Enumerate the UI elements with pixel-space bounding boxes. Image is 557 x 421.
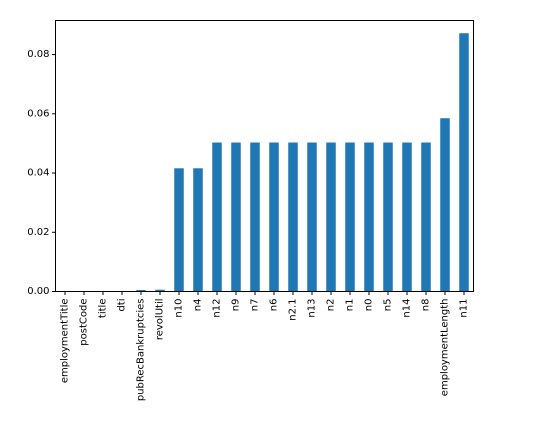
y-tick-label: 0.06 <box>27 108 49 119</box>
x-tick-label: dti <box>117 299 128 312</box>
x-tick-label: n0 <box>364 299 375 312</box>
x-tick-label: n7 <box>250 299 261 312</box>
bar-n0 <box>364 142 374 292</box>
bar-n8 <box>421 142 431 292</box>
x-tick-label: n10 <box>174 299 185 318</box>
bar-n2.1 <box>288 142 298 292</box>
x-tick-label: n2 <box>326 299 337 312</box>
x-tick-label: n4 <box>193 299 204 312</box>
bar-n13 <box>307 142 317 292</box>
bar-n4 <box>193 168 203 292</box>
x-tick-label: n5 <box>383 299 394 312</box>
x-tick-label: employmentLength <box>440 299 451 397</box>
x-tick-label: title <box>98 299 109 319</box>
y-axis: 0.00 0.02 0.04 0.06 0.08 <box>27 49 56 297</box>
x-tick-label: revolUtil <box>155 299 166 341</box>
bar-employmentLength <box>440 118 450 292</box>
bar-n7 <box>250 142 260 292</box>
x-tick-label: n14 <box>402 299 413 318</box>
bar-revolUtil <box>155 289 165 292</box>
bar-n12 <box>212 142 222 292</box>
bar-n11 <box>459 33 469 292</box>
bars-group <box>60 33 469 292</box>
bar-n2 <box>326 142 336 292</box>
y-tick-label: 0.08 <box>27 49 49 60</box>
x-tick-label: n12 <box>212 299 223 318</box>
bar-n10 <box>174 168 184 292</box>
x-tick-label: postCode <box>79 299 90 346</box>
bar-n1 <box>345 142 355 292</box>
bar-n5 <box>383 142 393 292</box>
x-tick-label: n1 <box>345 299 356 312</box>
x-tick-label: n13 <box>307 299 318 318</box>
x-axis: employmentTitle postCode title dti pubRecBan… <box>60 291 470 402</box>
bar-pubRecBankruptcies <box>136 290 146 292</box>
x-tick-label: n6 <box>269 299 280 312</box>
bar-n6 <box>269 142 279 292</box>
x-tick-label: employmentTitle <box>60 299 71 384</box>
x-tick-label: n8 <box>421 299 432 312</box>
y-tick-label: 0.00 <box>27 286 49 297</box>
bar-n9 <box>231 142 241 292</box>
y-tick-label: 0.02 <box>27 227 49 238</box>
x-tick-label: n11 <box>459 299 470 318</box>
y-tick-label: 0.04 <box>27 168 49 179</box>
x-tick-label: n9 <box>231 299 242 312</box>
bar-n14 <box>402 142 412 292</box>
x-tick-label: pubRecBankruptcies <box>136 299 147 402</box>
x-tick-label: n2.1 <box>288 299 299 321</box>
plot-frame <box>55 20 474 292</box>
